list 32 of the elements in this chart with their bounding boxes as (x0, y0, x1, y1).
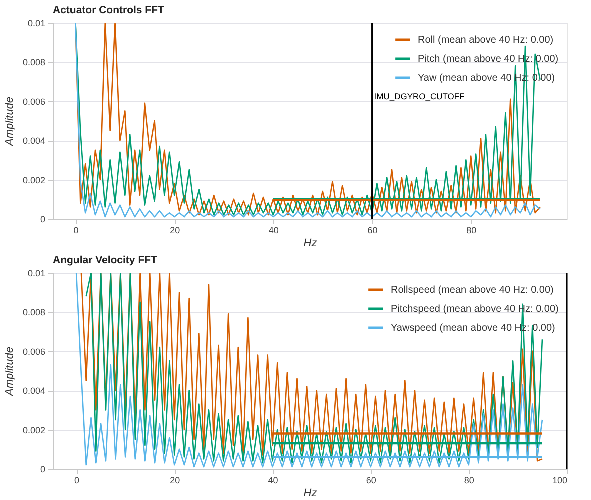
y-tick-label: 0 (40, 464, 46, 474)
chart-title: Actuator Controls FFT (53, 4, 165, 16)
y-tick-label: 0.01 (28, 18, 46, 28)
y-tick-label: 0.002 (22, 175, 46, 186)
x-tick-label: 0 (74, 226, 79, 236)
y-tick-label: 0.01 (28, 268, 46, 278)
x-tick-label: 0 (74, 476, 80, 486)
legend-label: Roll (mean above 40 Hz: 0.00) (418, 35, 554, 46)
y-tick-label: 0.006 (22, 96, 46, 107)
x-tick-label: 40 (268, 226, 279, 236)
x-tick-label: 40 (268, 476, 278, 486)
legend-label: Rollspeed (mean above 40 Hz: 0.00) (391, 285, 554, 296)
ref-line-label: IMU_DGYRO_CUTOFF (374, 92, 465, 102)
chart-title: Angular Velocity FFT (53, 254, 158, 266)
y-axis-title: Amplitude (4, 97, 16, 147)
x-tick-label: 100 (552, 476, 568, 486)
y-axis-title: Amplitude (4, 347, 16, 397)
x-tick-label: 20 (170, 226, 180, 236)
x-axis-title: Hz (304, 238, 318, 250)
y-tick-label: 0.008 (22, 58, 46, 68)
y-tick-label: 0 (40, 214, 46, 224)
y-tick-label: 0.006 (22, 346, 46, 357)
x-tick-label: 80 (464, 476, 474, 486)
y-tick-label: 0.002 (22, 425, 46, 436)
y-tick-label: 0.008 (22, 308, 46, 318)
y-tick-label: 0.004 (22, 136, 46, 146)
x-tick-label: 60 (368, 226, 378, 236)
x-tick-label: 80 (466, 226, 477, 236)
x-axis-title: Hz (304, 488, 318, 500)
y-tick-label: 0.004 (22, 386, 46, 396)
x-tick-label: 20 (170, 476, 180, 486)
x-tick-label: 60 (366, 476, 376, 486)
